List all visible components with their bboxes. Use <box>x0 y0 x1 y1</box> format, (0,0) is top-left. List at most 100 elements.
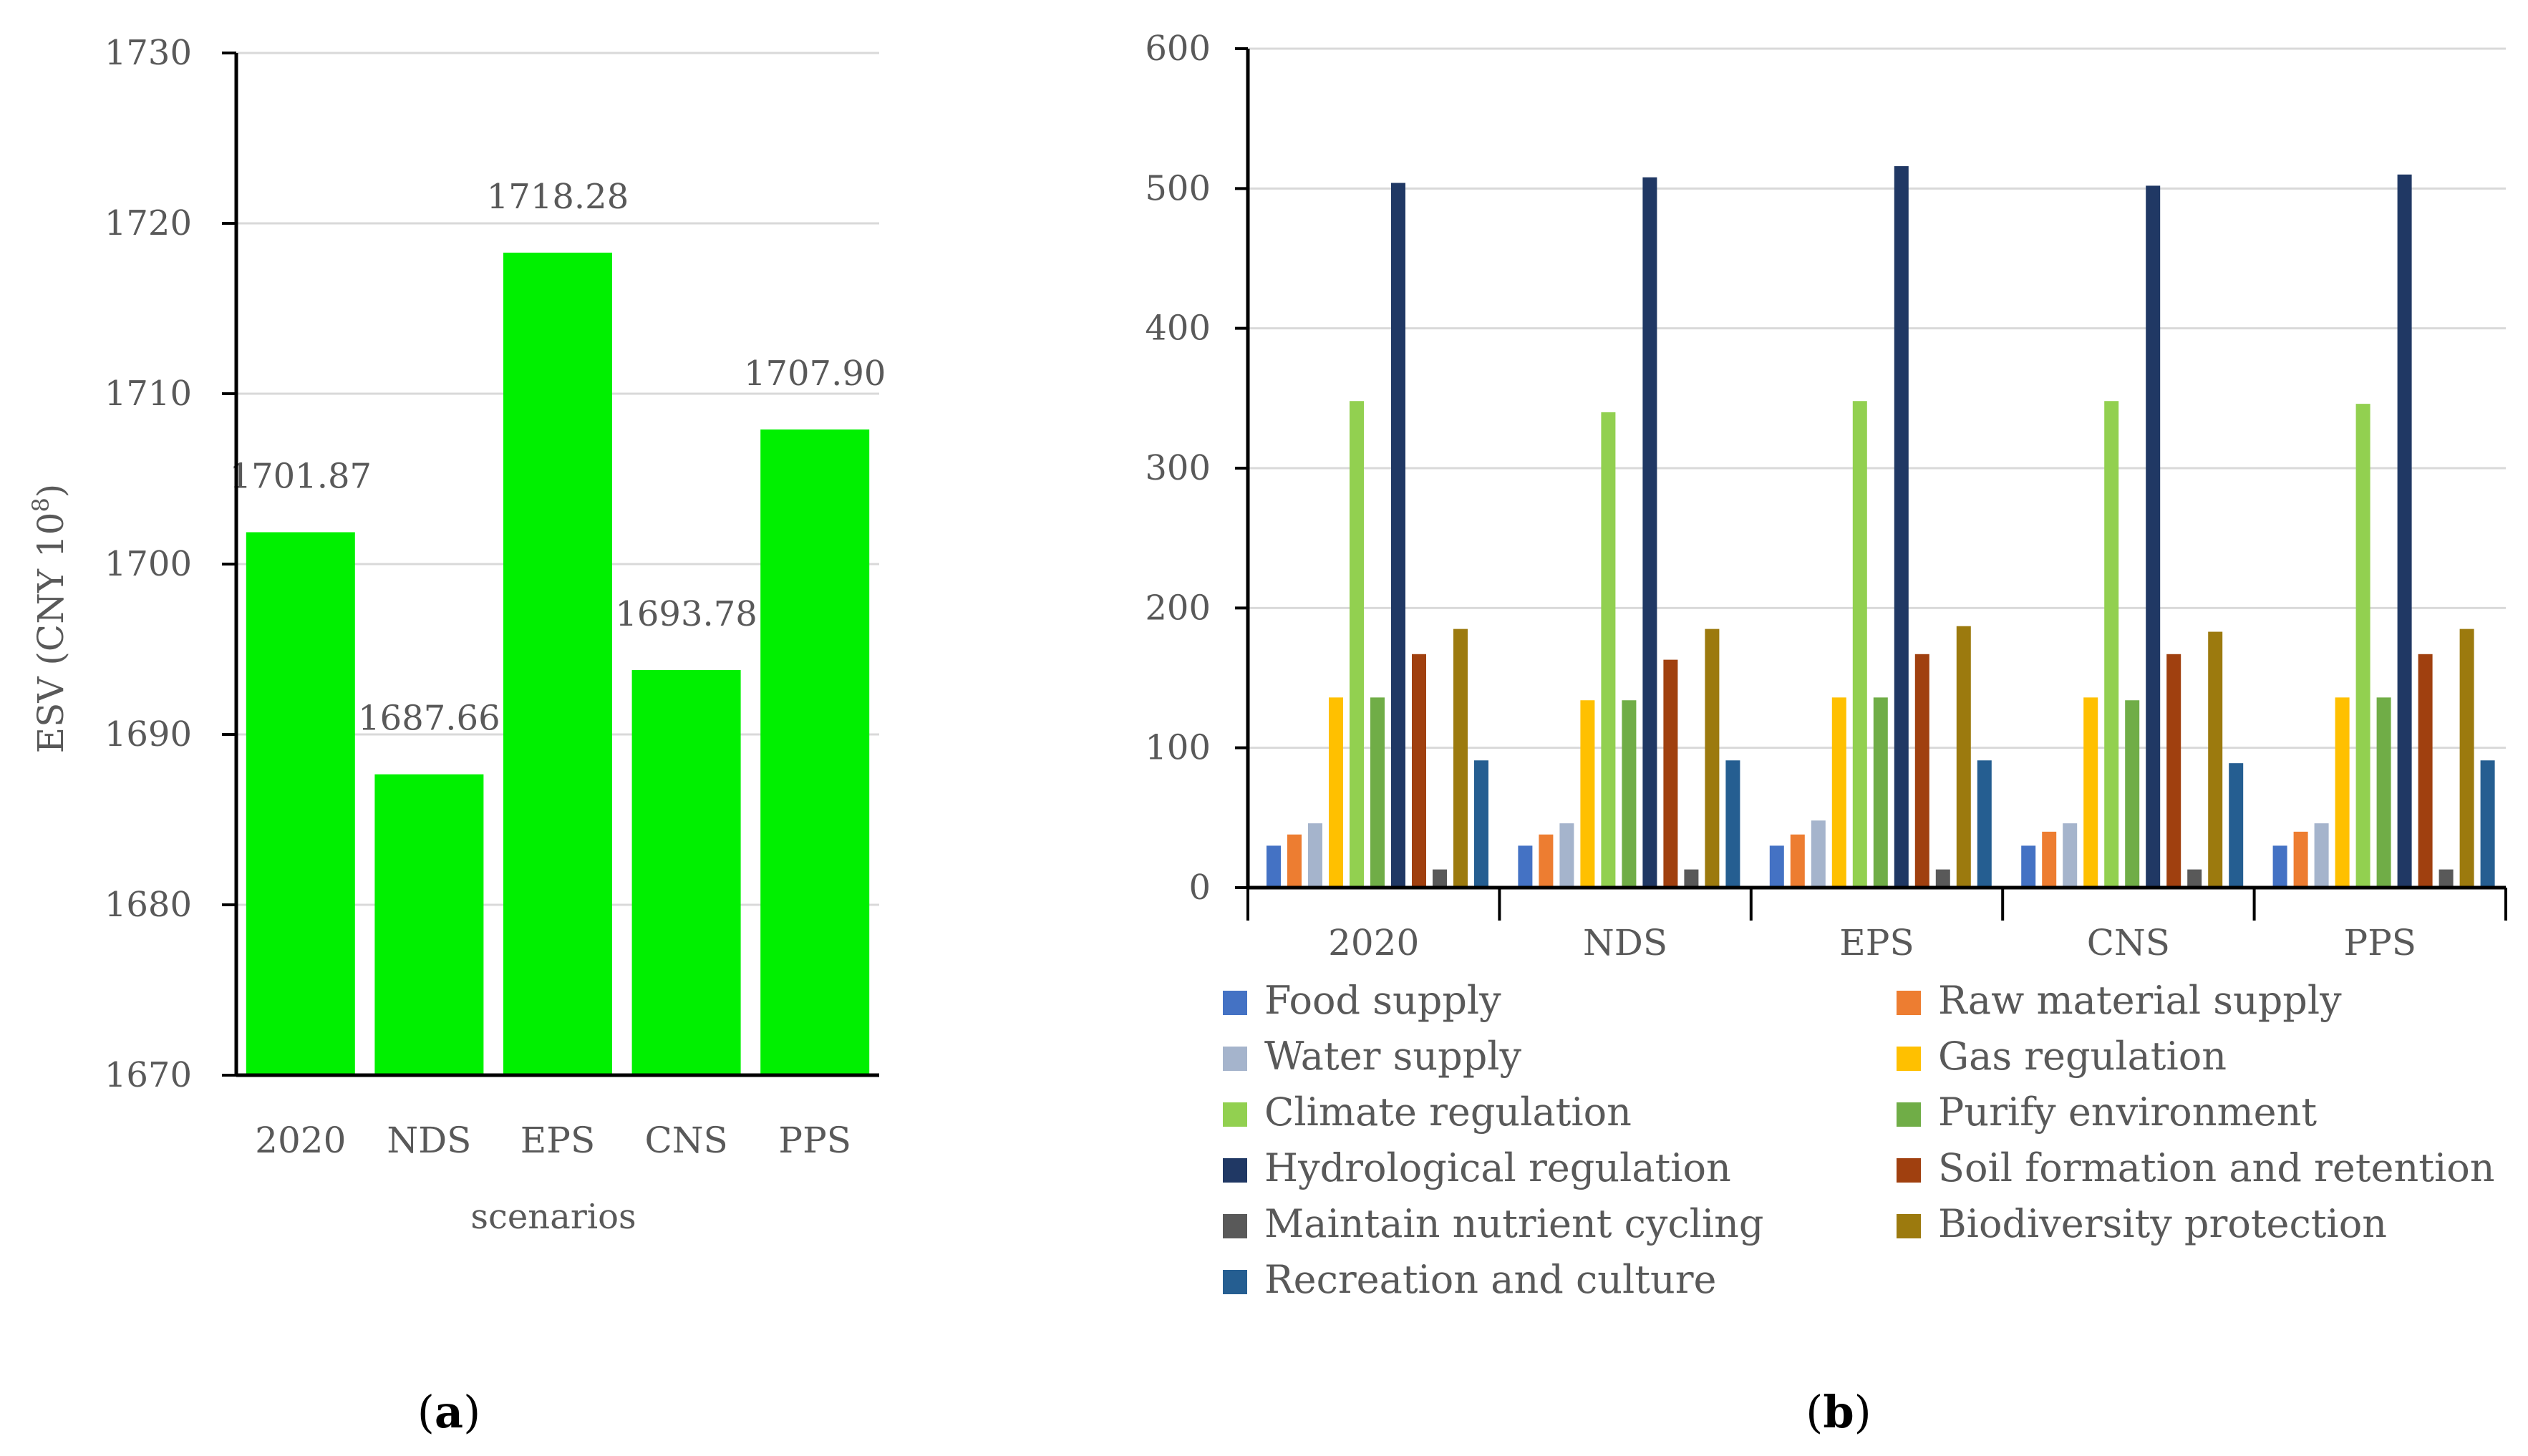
chart-a-x-tick-label: EPS <box>520 1120 595 1161</box>
chart-a-x-axis-title: scenarios <box>470 1197 636 1237</box>
chart-a-y-axis-title-exponent: 8 <box>27 498 54 512</box>
chart-b-bar <box>2229 763 2244 888</box>
chart-b-legend-label: Water supply <box>1264 1034 1522 1079</box>
panel-label-b-close: ) <box>1854 1386 1871 1438</box>
chart-b-legend-item: Food supply <box>1223 978 1501 1023</box>
chart-a-axes <box>222 52 879 1077</box>
chart-a-y-tick-labels: 1670 1680 1690 1700 1710 1720 1730 <box>105 33 192 1095</box>
chart-b-legend-label: Maintain nutrient cycling <box>1264 1201 1763 1246</box>
chart-b-bar <box>2418 654 2433 888</box>
chart-b-legend: Food supply Raw material supply Water supp… <box>1223 978 2495 1302</box>
chart-b-legend-label: Hydrological regulation <box>1264 1145 1731 1190</box>
chart-b-bar <box>1663 659 1678 888</box>
chart-a-bar <box>631 670 741 1075</box>
chart-b-bar <box>2146 185 2161 888</box>
chart-a-data-label: 1718.28 <box>487 177 629 217</box>
chart-a-y-axis-title-main: ESV (CNY 10 <box>30 513 72 754</box>
chart-a-x-tick-label: NDS <box>387 1120 471 1161</box>
chart-a-bar <box>503 252 612 1075</box>
chart-b-legend-swatch <box>1223 1158 1247 1183</box>
chart-a-esv-total: 1701.87 1687.66 1718.28 1693.78 1707.90 1670… <box>27 33 886 1237</box>
chart-b-legend-swatch <box>1223 1214 1247 1238</box>
chart-b-bar <box>2042 831 2057 888</box>
chart-b-bar <box>1329 697 1343 888</box>
chart-b-y-tick-label: 500 <box>1145 168 1211 208</box>
chart-b-bar <box>1725 760 1740 888</box>
chart-b-bar <box>1914 654 1929 888</box>
chart-a-y-tick-label: 1690 <box>105 714 192 754</box>
chart-a-y-tick-label: 1720 <box>105 203 192 243</box>
chart-a-x-tick-labels: 2020 NDS EPS CNS PPS <box>255 1120 851 1161</box>
chart-b-bar <box>1559 823 1574 888</box>
chart-b-x-tick-labels: 2020 NDS EPS CNS PPS <box>1328 922 2416 964</box>
chart-a-bar <box>246 532 355 1075</box>
chart-a-y-tick-label: 1710 <box>105 374 192 414</box>
panel-label-b-open: ( <box>1806 1386 1823 1438</box>
chart-b-bar <box>1453 628 1468 888</box>
chart-b-legend-label: Raw material supply <box>1938 978 2342 1023</box>
chart-b-bar <box>1518 845 1533 888</box>
chart-b-bar <box>1601 412 1616 888</box>
chart-b-bar <box>1769 845 1784 888</box>
chart-b-bar <box>1267 845 1281 888</box>
panel-label-a: (a) <box>417 1386 481 1438</box>
chart-a-data-label: 1701.87 <box>230 456 372 496</box>
chart-b-legend-swatch <box>1223 991 1247 1015</box>
chart-b-bar <box>1580 700 1595 888</box>
chart-b-legend-label: Recreation and culture <box>1264 1257 1717 1302</box>
chart-b-bar <box>2355 404 2370 888</box>
chart-b-bar <box>1935 869 1950 888</box>
chart-a-x-tick-label: PPS <box>778 1120 851 1161</box>
chart-b-bar <box>1811 820 1826 888</box>
chart-b-bar <box>1622 700 1637 888</box>
chart-b-legend-item: Climate regulation <box>1223 1089 1632 1135</box>
chart-a-data-label: 1707.90 <box>744 354 886 394</box>
chart-a-bars <box>246 252 870 1075</box>
chart-b-x-tick-label: EPS <box>1839 922 1914 964</box>
chart-b-y-tick-label: 300 <box>1145 448 1211 488</box>
chart-b-bar <box>1474 760 1488 888</box>
chart-b-bar <box>2021 845 2036 888</box>
chart-b-bar <box>2293 831 2308 888</box>
chart-b-legend-swatch <box>1897 991 1921 1015</box>
chart-b-bar <box>2314 823 2329 888</box>
chart-b-bar <box>1287 834 1302 888</box>
chart-b-bar <box>2083 697 2098 888</box>
chart-b-esv-by-service: 0 100 200 300 400 500 600 2020 NDS EPS CNS PPS Foo… <box>1145 29 2507 1302</box>
chart-b-bar <box>2208 631 2223 888</box>
chart-b-legend-item: Hydrological regulation <box>1223 1145 1731 1190</box>
chart-a-y-axis-title: ESV (CNY 108) <box>27 484 72 754</box>
chart-b-bar <box>2439 869 2454 888</box>
chart-a-y-axis-title-close: ) <box>30 484 72 498</box>
chart-b-legend-item: Recreation and culture <box>1223 1257 1717 1302</box>
chart-b-bar <box>2397 174 2412 888</box>
chart-b-bar <box>1433 869 1447 888</box>
chart-b-bar <box>1370 697 1385 888</box>
chart-b-legend-item: Purify environment <box>1897 1089 2317 1135</box>
chart-b-legend-label: Gas regulation <box>1938 1034 2227 1079</box>
chart-b-legend-item: Raw material supply <box>1897 978 2342 1023</box>
chart-a-y-tick-label: 1670 <box>105 1055 192 1095</box>
chart-b-legend-item: Soil formation and retention <box>1897 1145 2495 1190</box>
panel-label-b: (b) <box>1806 1386 1871 1438</box>
chart-b-bar <box>1684 869 1699 888</box>
chart-b-bar <box>1852 401 1867 888</box>
chart-b-y-tick-label: 400 <box>1145 309 1211 349</box>
chart-a-x-tick-label: CNS <box>644 1120 727 1161</box>
chart-b-legend-label: Biodiversity protection <box>1938 1201 2387 1246</box>
chart-a-x-tick-label: 2020 <box>255 1120 346 1161</box>
chart-b-legend-label: Climate regulation <box>1264 1089 1632 1135</box>
chart-b-bar <box>2063 823 2078 888</box>
chart-a-y-tick-label: 1700 <box>105 544 192 584</box>
chart-b-bar <box>2272 845 2287 888</box>
chart-b-bar <box>1350 401 1364 888</box>
chart-b-legend-item: Water supply <box>1223 1034 1522 1079</box>
chart-a-bar <box>374 774 484 1075</box>
chart-b-bar <box>2480 760 2495 888</box>
chart-a-bar <box>760 429 870 1075</box>
chart-b-bar <box>2376 697 2391 888</box>
chart-b-legend-swatch <box>1223 1270 1247 1294</box>
chart-b-legend-swatch <box>1897 1047 1921 1071</box>
chart-b-bar <box>1308 823 1322 888</box>
